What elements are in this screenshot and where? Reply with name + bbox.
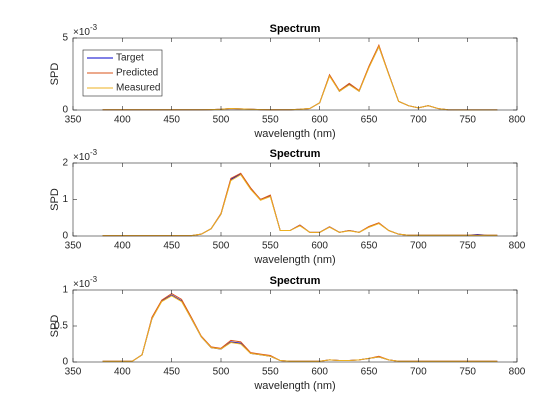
- legend-label: Target: [116, 53, 144, 64]
- legend-label: Predicted: [116, 68, 158, 79]
- axis-exponent: ×10-3: [73, 23, 98, 38]
- series-line: [102, 295, 498, 362]
- exponent-power: -3: [90, 23, 98, 32]
- y-tick-label: 0: [62, 105, 68, 116]
- y-tick-label: 0.5: [54, 321, 68, 332]
- axis-exponent: ×10-3: [73, 275, 98, 290]
- plot-area: [73, 290, 517, 362]
- y-tick-label: 0: [62, 231, 68, 242]
- x-axis-label: wavelength (nm): [253, 380, 335, 392]
- plot-area: [73, 163, 517, 236]
- x-tick-label: 700: [410, 241, 427, 252]
- x-tick-label: 700: [410, 367, 427, 378]
- x-tick-label: 800: [509, 367, 526, 378]
- exponent-power: -3: [90, 275, 98, 284]
- x-tick-label: 600: [311, 241, 328, 252]
- x-axis-label: wavelength (nm): [253, 128, 335, 140]
- exponent-base: ×10: [73, 279, 90, 290]
- x-tick-label: 550: [262, 367, 279, 378]
- x-tick-label: 550: [262, 115, 279, 126]
- x-tick-label: 350: [65, 241, 82, 252]
- x-tick-label: 650: [361, 367, 378, 378]
- y-tick-label: 1: [62, 285, 68, 296]
- y-axis-label: SPD: [49, 63, 61, 86]
- y-axis-label: SPD: [49, 315, 61, 338]
- legend-label: Measured: [116, 83, 160, 94]
- x-tick-label: 600: [311, 367, 328, 378]
- axis-exponent: ×10-3: [73, 148, 98, 163]
- x-tick-label: 400: [114, 115, 131, 126]
- x-tick-label: 450: [163, 241, 180, 252]
- x-tick-label: 750: [459, 241, 476, 252]
- x-tick-label: 800: [509, 115, 526, 126]
- x-tick-label: 350: [65, 367, 82, 378]
- exponent-power: -3: [90, 148, 98, 157]
- y-tick-label: 0: [62, 357, 68, 368]
- x-tick-label: 500: [213, 241, 230, 252]
- series-line: [102, 174, 498, 237]
- x-tick-label: 500: [213, 367, 230, 378]
- x-tick-label: 400: [114, 241, 131, 252]
- x-tick-label: 550: [262, 241, 279, 252]
- y-tick-label: 5: [62, 33, 68, 44]
- x-tick-label: 350: [65, 115, 82, 126]
- x-axis-label: wavelength (nm): [253, 254, 335, 266]
- y-tick-label: 1: [62, 194, 68, 205]
- y-tick-label: 2: [62, 158, 68, 169]
- exponent-base: ×10: [73, 152, 90, 163]
- x-tick-label: 450: [163, 367, 180, 378]
- x-tick-label: 500: [213, 115, 230, 126]
- exponent-base: ×10: [73, 27, 90, 38]
- chart-title: Spectrum: [270, 148, 321, 160]
- x-tick-label: 650: [361, 115, 378, 126]
- x-tick-label: 650: [361, 241, 378, 252]
- x-tick-label: 600: [311, 115, 328, 126]
- chart-title: Spectrum: [270, 23, 321, 35]
- x-tick-label: 700: [410, 115, 427, 126]
- y-axis-label: SPD: [49, 188, 61, 211]
- chart-title: Spectrum: [270, 275, 321, 287]
- x-tick-label: 400: [114, 367, 131, 378]
- x-tick-label: 800: [509, 241, 526, 252]
- x-tick-label: 750: [459, 115, 476, 126]
- axes-box: [72, 37, 518, 111]
- x-tick-label: 450: [163, 115, 180, 126]
- x-tick-label: 750: [459, 367, 476, 378]
